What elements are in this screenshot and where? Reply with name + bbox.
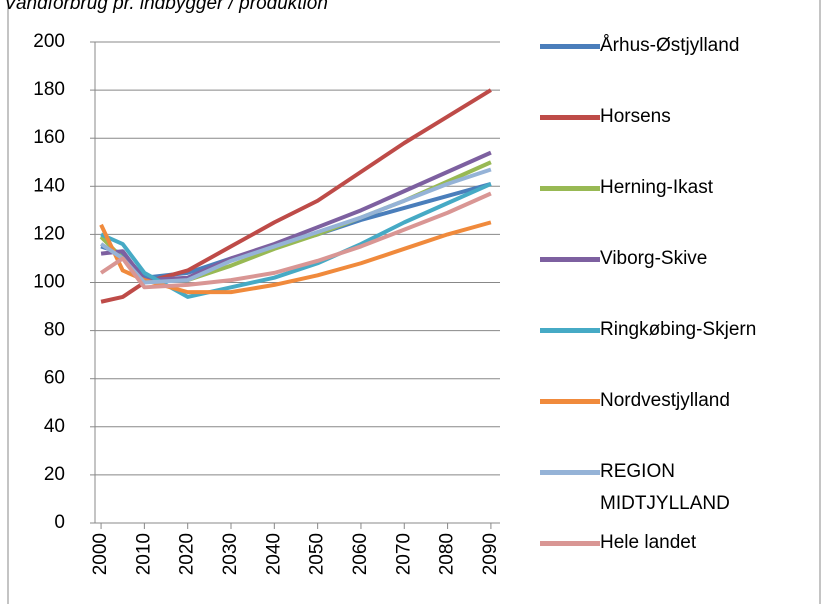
legend-label: Hele landet — [600, 532, 697, 553]
legend-item: REGION MIDTJYLLAND — [540, 456, 800, 527]
y-tick-label: 180 — [33, 79, 65, 100]
y-tick-label: 140 — [33, 175, 65, 196]
legend-label: Ringkøbing-Skjern — [600, 319, 757, 340]
legend-label: Nordvestjylland — [600, 390, 730, 411]
series-line — [100, 88, 492, 304]
x-tick-label: 2060 — [350, 533, 371, 575]
y-tick-label: 200 — [33, 31, 65, 52]
chart-title: Vandforbrug pr. indbygger / produktion — [4, 0, 328, 14]
series-line — [100, 150, 492, 283]
legend-swatch — [540, 115, 600, 120]
y-tick-label: 120 — [33, 223, 65, 244]
x-tick-label: 2090 — [480, 533, 501, 575]
legend-item: Århus-Østjylland — [540, 30, 800, 101]
x-tick-label: 2040 — [263, 533, 284, 575]
x-tick-label: 2080 — [437, 533, 458, 575]
legend-swatch — [540, 257, 600, 262]
legend-swatch — [540, 44, 600, 49]
x-tick-label: 2050 — [307, 533, 328, 575]
y-tick-label: 160 — [33, 127, 65, 148]
y-tick-label: 60 — [44, 368, 65, 389]
legend-label: Horsens — [600, 106, 671, 127]
legend-swatch — [540, 399, 600, 404]
legend-item: Horsens — [540, 101, 800, 172]
legend-swatch — [540, 186, 600, 191]
legend: Århus-Østjylland Horsens Herning-Ikast Vibo… — [540, 30, 800, 598]
legend-swatch — [540, 328, 600, 333]
x-tick-label: 2020 — [177, 533, 198, 575]
x-tick-label: 2010 — [133, 533, 154, 575]
legend-item: Nordvestjylland — [540, 385, 800, 456]
chart-border — [7, 0, 821, 604]
x-tick-label: 2070 — [393, 533, 414, 575]
legend-label: Viborg-Skive — [600, 248, 708, 269]
y-tick-label: 20 — [44, 464, 65, 485]
legend-item: Herning-Ikast — [540, 172, 800, 243]
legend-item: Hele landet — [540, 527, 800, 598]
x-tick-label: 2030 — [220, 533, 241, 575]
y-tick-label: 100 — [33, 272, 65, 293]
y-tick-label: 0 — [54, 512, 65, 533]
legend-swatch — [540, 541, 600, 546]
y-tick-label: 80 — [44, 320, 65, 341]
legend-label: Århus-Østjylland — [600, 35, 740, 56]
legend-swatch — [540, 470, 600, 475]
legend-label: Herning-Ikast — [600, 177, 713, 198]
series-line — [100, 181, 492, 280]
legend-label: REGION MIDTJYLLAND — [600, 461, 730, 514]
series-line — [99, 191, 492, 290]
y-tick-label: 40 — [44, 416, 65, 437]
series-line — [100, 182, 492, 299]
legend-item: Ringkøbing-Skjern — [540, 314, 800, 385]
x-tick-label: 2000 — [90, 533, 111, 575]
legend-item: Viborg-Skive — [540, 243, 800, 314]
